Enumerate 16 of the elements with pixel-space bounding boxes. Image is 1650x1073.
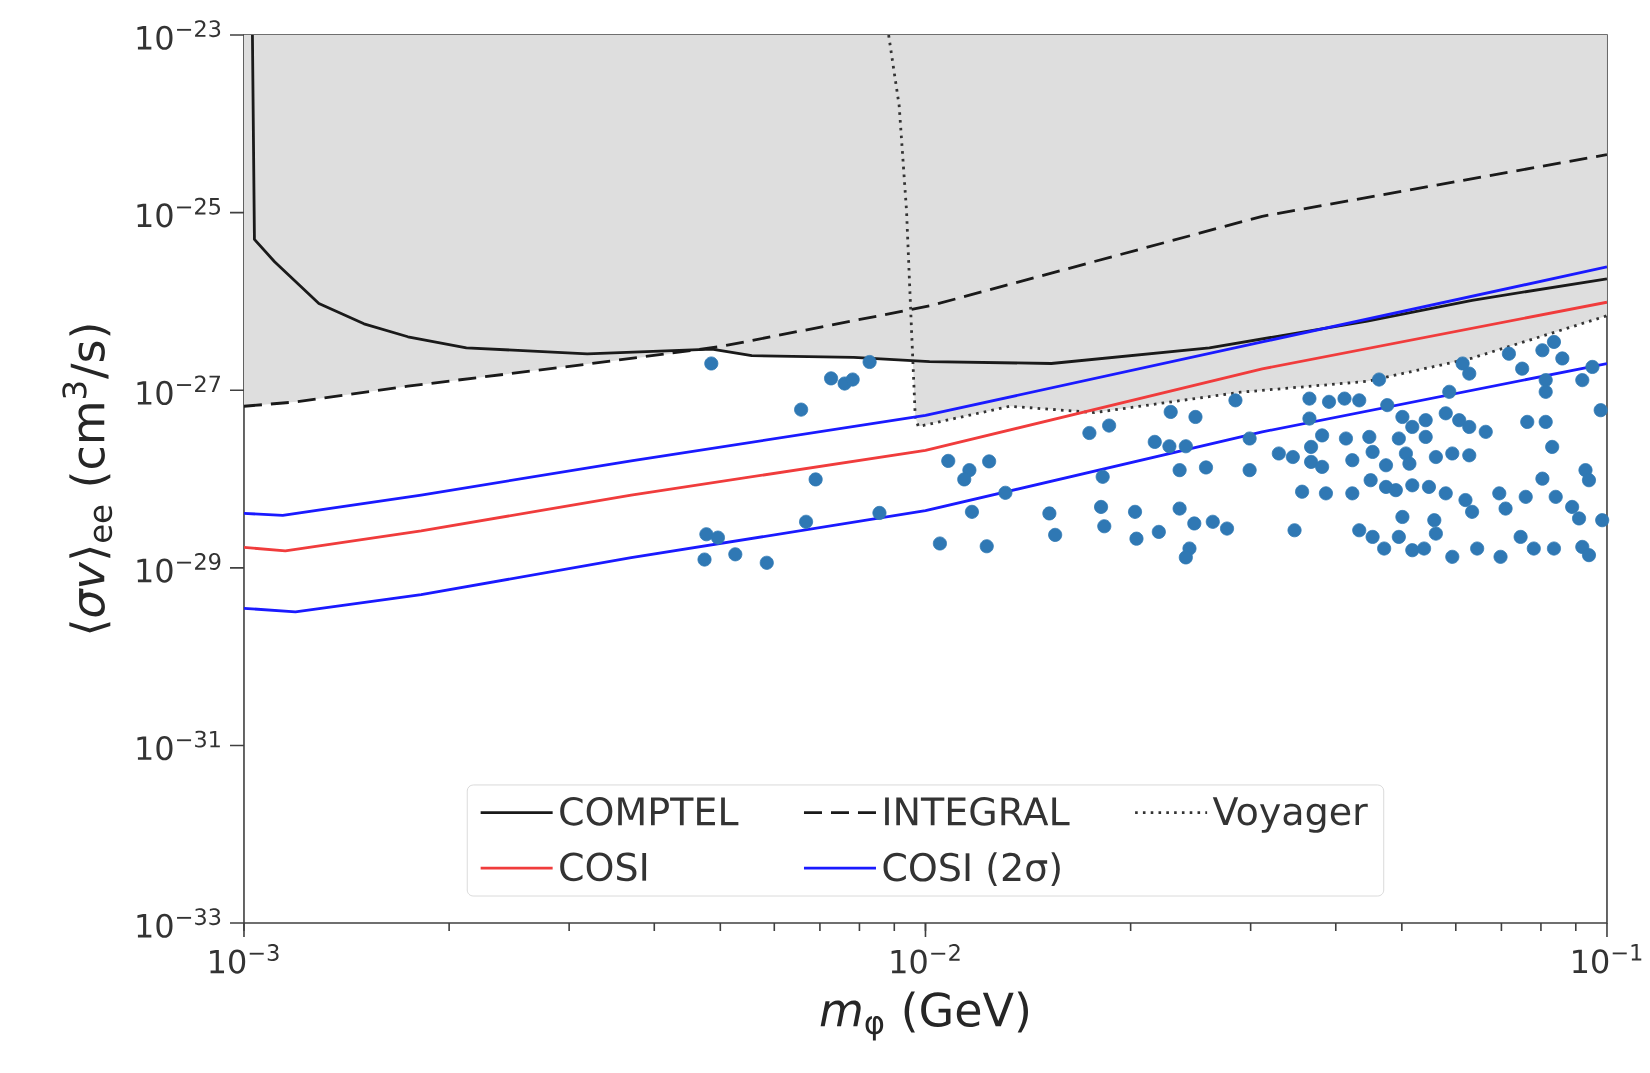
y-axis-title: ⟨σv⟩$_{ee}$ (cm$^{3}$/s) bbox=[62, 325, 113, 633]
y-tick-label: 10$^{−27}$ bbox=[137, 375, 221, 406]
y-tick-label: 10$^{−29}$ bbox=[137, 553, 221, 583]
x-axis-title: m$_{φ}$ (GeV) bbox=[820, 991, 1028, 1041]
y-tick-label: 10$^{−23}$ bbox=[137, 20, 221, 50]
legend-label: COMPTEL bbox=[560, 796, 739, 826]
y-tick-label: 10$^{−31}$ bbox=[137, 730, 220, 761]
x-tick-label: 10$^{−2}$ bbox=[891, 944, 960, 974]
x-tick-label: 10$^{−3}$ bbox=[210, 944, 279, 974]
x-tick-label: 10$^{−1}$ bbox=[1573, 944, 1642, 974]
legend-label: Voyager bbox=[1212, 797, 1368, 833]
y-tick-label: 10$^{−25}$ bbox=[137, 197, 220, 228]
legend-label: COSI (2σ) bbox=[883, 852, 1060, 887]
legend-label: INTEGRAL bbox=[885, 796, 1070, 826]
y-tick-label: 10$^{−33}$ bbox=[137, 908, 221, 938]
legend-label: COSI bbox=[560, 852, 647, 882]
